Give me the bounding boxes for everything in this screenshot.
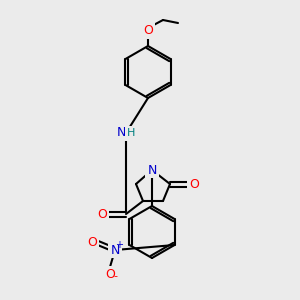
Text: O: O [87, 236, 97, 250]
Text: O: O [189, 178, 199, 190]
Text: H: H [127, 128, 135, 138]
Text: -: - [113, 271, 117, 281]
Text: N: N [110, 244, 120, 256]
Text: +: + [115, 240, 123, 250]
Text: O: O [143, 25, 153, 38]
Text: O: O [105, 268, 115, 281]
Text: N: N [147, 164, 157, 176]
Text: N: N [116, 127, 126, 140]
Text: O: O [97, 208, 107, 220]
